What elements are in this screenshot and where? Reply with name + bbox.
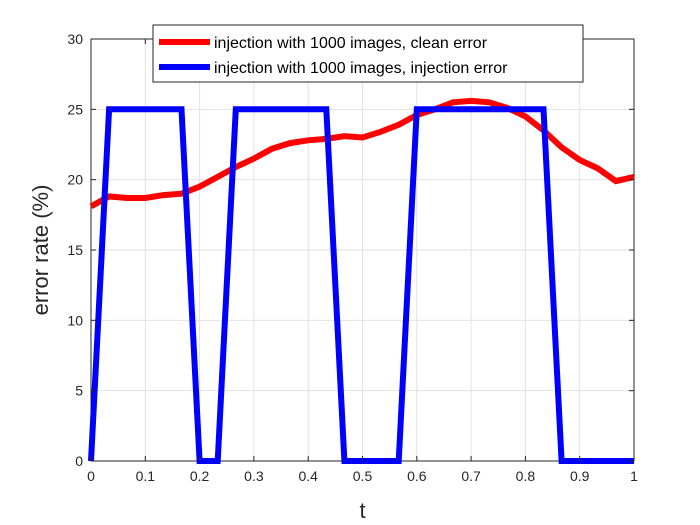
x-tick-label: 0.1 xyxy=(136,468,156,484)
x-axis-label: t xyxy=(359,498,365,523)
y-tick-label: 25 xyxy=(67,101,83,117)
y-axis-label: error rate (%) xyxy=(28,185,53,316)
y-tick-labels: 0 5 10 15 20 25 30 xyxy=(67,31,83,469)
x-tick-label: 0.7 xyxy=(461,468,481,484)
y-tick-label: 5 xyxy=(75,383,83,399)
x-tick-label: 0.2 xyxy=(190,468,210,484)
legend-label-clean-error: injection with 1000 images, clean error xyxy=(214,35,488,52)
x-tick-label: 0 xyxy=(87,468,95,484)
legend-label-injection-error: injection with 1000 images, injection er… xyxy=(214,60,508,77)
y-tick-label: 10 xyxy=(67,312,83,328)
legend-box xyxy=(152,24,584,83)
y-tick-label: 15 xyxy=(67,242,83,258)
y-tick-label: 20 xyxy=(67,172,83,188)
x-tick-label: 0.4 xyxy=(298,468,318,484)
x-tick-labels: 0 0.1 0.2 0.3 0.4 0.5 0.6 0.7 0.8 0.9 1 xyxy=(87,468,638,484)
x-tick-label: 1 xyxy=(630,468,638,484)
x-tick-label: 0.8 xyxy=(516,468,536,484)
y-tick-label: 30 xyxy=(67,31,83,47)
legend: injection with 1000 images, clean error … xyxy=(152,24,584,83)
x-tick-label: 0.9 xyxy=(570,468,590,484)
y-tick-label: 0 xyxy=(75,453,83,469)
x-tick-label: 0.3 xyxy=(244,468,264,484)
x-tick-label: 0.6 xyxy=(407,468,427,484)
x-tick-label: 0.5 xyxy=(353,468,373,484)
